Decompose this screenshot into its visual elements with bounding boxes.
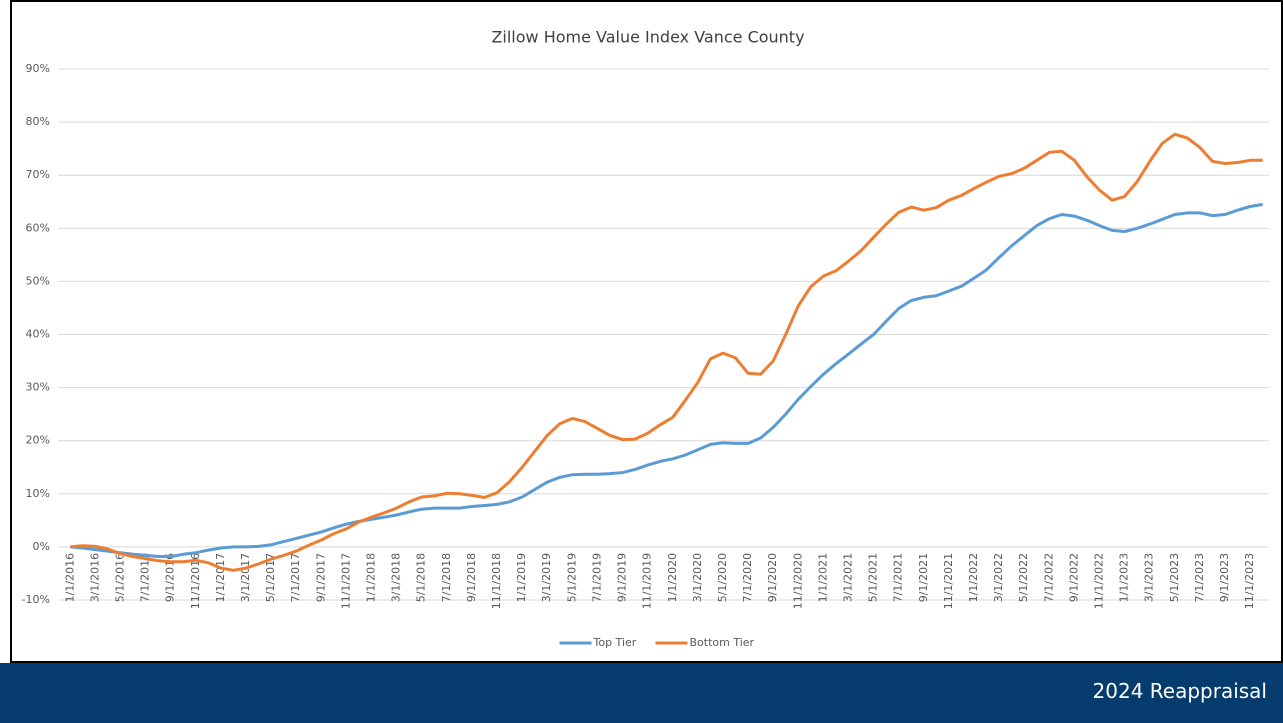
x-tick-label: 9/1/2020	[766, 553, 779, 602]
chart-title: Zillow Home Value Index Vance County	[491, 28, 804, 47]
x-tick-label: 9/1/2019	[616, 553, 629, 602]
legend-label: Top Tier	[593, 636, 637, 649]
footer: 2024 Reappraisal	[0, 663, 1283, 723]
x-tick-label: 11/1/2019	[641, 553, 654, 609]
x-tick-label: 9/1/2021	[917, 553, 930, 602]
x-tick-label: 5/1/2019	[565, 553, 578, 602]
x-tick-label: 3/1/2017	[239, 553, 252, 602]
x-tick-label: 3/1/2021	[842, 553, 855, 602]
x-tick-label: 11/1/2016	[189, 553, 202, 609]
chart-frame	[10, 0, 1283, 663]
x-tick-label: 1/1/2020	[666, 553, 679, 602]
x-tick-label: 7/1/2022	[1042, 553, 1055, 602]
footer-text: 2024 Reappraisal	[1092, 679, 1267, 703]
x-tick-label: 5/1/2017	[264, 553, 277, 602]
y-tick-label: 10%	[26, 487, 50, 500]
y-tick-label: 40%	[26, 328, 50, 341]
x-tick-label: 1/1/2017	[214, 553, 227, 602]
x-tick-label: 7/1/2020	[741, 553, 754, 602]
x-tick-label: 9/1/2018	[465, 553, 478, 602]
x-tick-label: 5/1/2016	[113, 553, 126, 602]
x-tick-label: 7/1/2019	[590, 553, 603, 602]
y-tick-label: 0%	[33, 540, 50, 553]
x-tick-label: 1/1/2022	[967, 553, 980, 602]
x-tick-label: 3/1/2020	[691, 553, 704, 602]
line-series	[70, 202, 1263, 558]
x-tick-label: 11/1/2020	[791, 553, 804, 609]
x-tick-label: 9/1/2016	[164, 553, 177, 602]
x-tick-label: 9/1/2022	[1067, 553, 1080, 602]
x-tick-label: 1/1/2019	[515, 553, 528, 602]
x-tick-label: 5/1/2021	[867, 553, 880, 602]
x-tick-label: 1/1/2023	[1118, 553, 1131, 602]
y-tick-label: 50%	[26, 274, 50, 287]
x-tick-label: 3/1/2016	[88, 553, 101, 602]
x-tick-label: 9/1/2023	[1218, 553, 1231, 602]
x-tick-label: 3/1/2018	[390, 553, 403, 602]
x-tick-label: 11/1/2021	[942, 553, 955, 609]
x-tick-label: 9/1/2017	[314, 553, 327, 602]
x-tick-label: 5/1/2023	[1168, 553, 1181, 602]
x-tick-label: 11/1/2023	[1243, 553, 1256, 609]
x-tick-label: 11/1/2017	[339, 553, 352, 609]
x-tick-label: 5/1/2018	[415, 553, 428, 602]
x-tick-label: 1/1/2018	[365, 553, 378, 602]
legend-label: Bottom Tier	[690, 636, 755, 649]
x-tick-label: 11/1/2022	[1093, 553, 1106, 609]
y-tick-label: 20%	[26, 434, 50, 447]
y-tick-label: 70%	[26, 168, 50, 181]
chart: Zillow Home Value Index Vance County -10…	[10, 0, 1283, 663]
x-tick-label: 5/1/2020	[716, 553, 729, 602]
y-tick-label: 80%	[26, 115, 50, 128]
x-tick-label: 7/1/2016	[139, 553, 152, 602]
x-tick-label: 7/1/2017	[289, 553, 302, 602]
x-tick-label: 7/1/2018	[440, 553, 453, 602]
x-tick-label: 5/1/2022	[1017, 553, 1030, 602]
y-tick-label: -10%	[22, 593, 50, 606]
x-tick-label: 7/1/2023	[1193, 553, 1206, 602]
x-tick-label: 1/1/2016	[63, 553, 76, 602]
x-tick-label: 3/1/2019	[540, 553, 553, 602]
y-tick-label: 60%	[26, 221, 50, 234]
x-tick-label: 3/1/2023	[1143, 553, 1156, 602]
x-tick-label: 11/1/2018	[490, 553, 503, 609]
x-tick-label: 3/1/2022	[992, 553, 1005, 602]
y-tick-label: 30%	[26, 381, 50, 394]
x-tick-label: 7/1/2021	[892, 553, 905, 602]
x-tick-label: 1/1/2021	[816, 553, 829, 602]
line-series	[70, 132, 1263, 572]
y-tick-label: 90%	[26, 62, 50, 75]
